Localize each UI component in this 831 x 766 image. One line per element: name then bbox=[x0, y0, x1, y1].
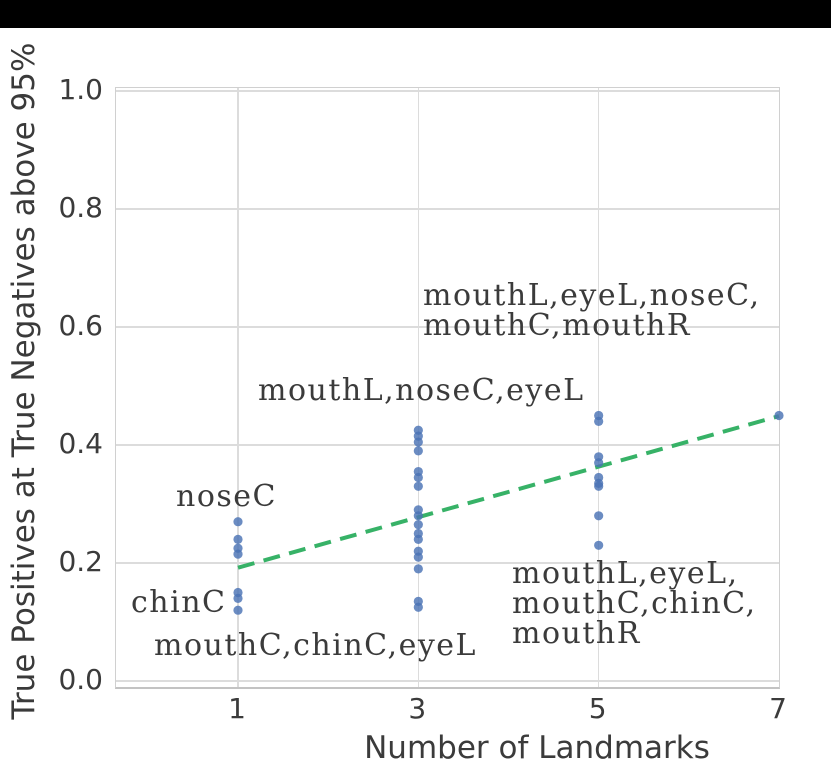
gridline-y-0.6 bbox=[116, 326, 779, 328]
data-point bbox=[413, 520, 423, 530]
data-point bbox=[233, 534, 243, 544]
annotation-mouthL-eyeL-noseC-mouthC-mouthR: mouthL,eyeL,noseC, mouthC,mouthR bbox=[423, 278, 761, 343]
annotation-noseC: noseC bbox=[176, 479, 277, 514]
annotation-mouthL-eyeL-mouthC-chinC-mouthR: mouthL,eyeL, mouthC,chinC, mouthR bbox=[512, 556, 757, 651]
data-point bbox=[413, 437, 423, 447]
annotation-mouthC-chinC-eyeL: mouthC,chinC,eyeL bbox=[154, 628, 477, 663]
data-point bbox=[233, 549, 243, 559]
data-point bbox=[413, 511, 423, 521]
gridline-y-0.4 bbox=[116, 444, 779, 446]
top-black-band bbox=[0, 0, 831, 28]
y-tick-label-0.0: 0.0 bbox=[58, 663, 103, 696]
y-tick-label-0.4: 0.4 bbox=[58, 427, 103, 460]
annotation-chinC: chinC bbox=[131, 585, 227, 620]
data-point bbox=[594, 416, 604, 426]
data-point bbox=[594, 481, 604, 491]
plot-area bbox=[115, 87, 784, 689]
data-point bbox=[233, 605, 243, 615]
gridline-y-0.0 bbox=[116, 680, 779, 682]
gridline-x-5 bbox=[597, 88, 600, 687]
gridline-y-1.0 bbox=[116, 90, 779, 92]
data-point bbox=[413, 552, 423, 562]
data-point bbox=[413, 446, 423, 456]
data-point bbox=[413, 564, 423, 574]
gridline-y-0.2 bbox=[116, 562, 779, 564]
y-tick-label-0.8: 0.8 bbox=[58, 191, 103, 224]
y-tick-label-0.2: 0.2 bbox=[58, 545, 103, 578]
data-point bbox=[594, 458, 604, 468]
data-point bbox=[233, 593, 243, 603]
y-tick-label-1.0: 1.0 bbox=[58, 73, 103, 106]
gridline-x-3 bbox=[417, 88, 420, 687]
annotation-mouthL-noseC-eyeL: mouthL,noseC,eyeL bbox=[258, 373, 585, 408]
x-axis-label: Number of Landmarks bbox=[364, 730, 710, 766]
data-point bbox=[413, 481, 423, 491]
x-tick-label-1: 1 bbox=[228, 692, 246, 725]
x-tick-label-5: 5 bbox=[588, 692, 607, 725]
gridline-x-1 bbox=[237, 88, 239, 687]
data-point bbox=[413, 534, 423, 544]
data-point bbox=[594, 511, 604, 521]
data-point bbox=[413, 472, 423, 483]
chart-figure: True Positives at True Negatives above 9… bbox=[0, 28, 831, 766]
x-tick-label-7: 7 bbox=[769, 692, 787, 725]
trend-dashed-line bbox=[237, 414, 780, 570]
x-tick-label-3: 3 bbox=[408, 692, 427, 725]
data-point bbox=[774, 410, 784, 421]
data-point bbox=[594, 540, 604, 550]
gridline-y-0.8 bbox=[116, 208, 779, 210]
scatter-canvas bbox=[233, 410, 784, 615]
y-axis-label: True Positives at True Negatives above 9… bbox=[6, 42, 42, 720]
data-point bbox=[413, 602, 423, 612]
y-tick-label-0.6: 0.6 bbox=[58, 309, 103, 342]
data-point bbox=[233, 517, 243, 527]
